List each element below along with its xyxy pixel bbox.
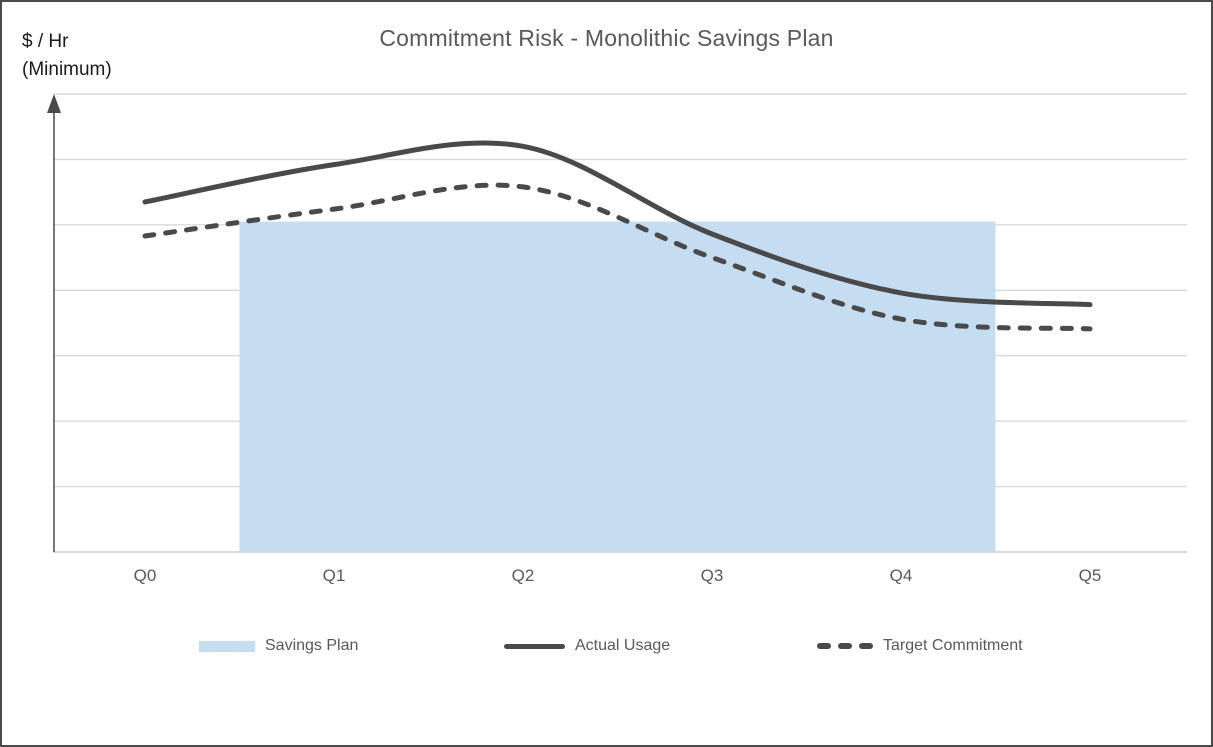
y-axis-label-line1: $ / Hr bbox=[22, 31, 69, 52]
y-axis-arrow-icon bbox=[47, 94, 61, 113]
x-axis-label-q0: Q0 bbox=[133, 566, 157, 585]
legend-item-savings-plan: Savings Plan bbox=[199, 634, 358, 658]
savings-plan-swatch-icon bbox=[199, 640, 255, 652]
x-axis-label-q3: Q3 bbox=[700, 566, 724, 585]
target-commitment-line bbox=[142, 182, 1093, 332]
x-axis-label-q5: Q5 bbox=[1078, 566, 1102, 585]
legend-label-savings-plan: Savings Plan bbox=[265, 637, 359, 654]
target-commitment-swatch-icon bbox=[817, 643, 873, 649]
savings-plan-area bbox=[239, 221, 996, 552]
y-axis-label-line2: (Minimum) bbox=[22, 59, 112, 80]
y-axis-label: $ / Hr (Minimum) bbox=[22, 28, 112, 84]
actual-usage-line bbox=[142, 140, 1093, 308]
legend-item-actual-usage: Actual Usage bbox=[504, 634, 670, 658]
legend-item-target-commitment: Target Commitment bbox=[817, 634, 1023, 658]
chart-title: Commitment Risk - Monolithic Savings Pla… bbox=[379, 25, 834, 51]
legend-label-target-commitment: Target Commitment bbox=[883, 637, 1023, 654]
x-axis-label-q1: Q1 bbox=[322, 566, 346, 585]
x-axis-label-q4: Q4 bbox=[889, 566, 913, 585]
actual-usage-swatch-icon bbox=[504, 643, 565, 649]
legend-label-actual-usage: Actual Usage bbox=[575, 637, 671, 654]
x-axis-label-q2: Q2 bbox=[511, 566, 535, 585]
